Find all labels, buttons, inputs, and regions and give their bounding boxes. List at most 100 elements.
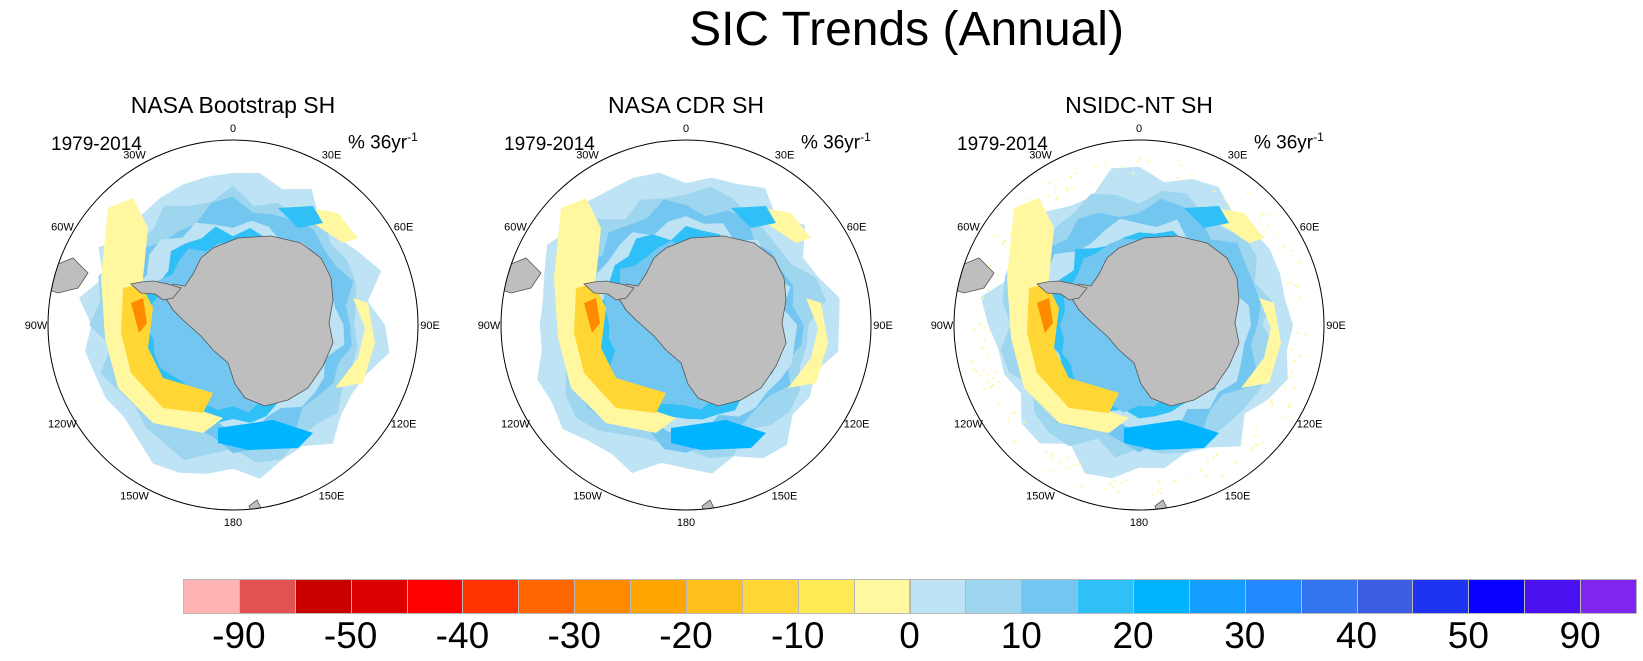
trend-speckle <box>1262 235 1265 238</box>
trend-speckle <box>1066 456 1068 459</box>
longitude-label: 90E <box>420 320 440 332</box>
colorbar-tick-label: 20 <box>1112 615 1154 656</box>
longitude-label: 30W <box>1029 149 1052 161</box>
trend-speckle <box>1158 480 1161 483</box>
trend-speckle <box>1250 447 1253 449</box>
trend-speckle <box>983 326 986 329</box>
trend-contour-positive <box>788 298 828 388</box>
trend-speckle <box>1246 191 1249 194</box>
trend-speckle <box>982 369 985 371</box>
trend-speckle <box>989 265 992 268</box>
trend-speckle <box>1073 172 1076 175</box>
panel-title: NASA Bootstrap SH <box>130 92 336 118</box>
colorbar-tick-label: -20 <box>659 615 713 656</box>
colorbar-box <box>741 579 799 614</box>
trend-speckle <box>1136 160 1139 163</box>
colorbar-tick-label: 10 <box>1000 615 1042 656</box>
trend-speckle <box>988 381 990 384</box>
colorbar-tick-label: -90 <box>212 615 266 656</box>
trend-speckle <box>1284 416 1287 419</box>
trend-speckle <box>1223 197 1226 200</box>
trend-speckle <box>1266 224 1269 227</box>
trend-speckle <box>1293 386 1296 389</box>
trend-speckle <box>1296 331 1299 334</box>
trend-speckle <box>1284 386 1287 389</box>
trend-speckle <box>1012 229 1015 232</box>
trend-contour-positive <box>1007 198 1129 433</box>
trend-speckle <box>1050 457 1053 460</box>
polar-map: 0 30E 60E 90E 120E 150E 180 150W 120W 90W 60W 30W <box>25 123 440 529</box>
trend-speckle <box>1255 428 1258 431</box>
colorbar-box <box>1412 579 1470 614</box>
trend-speckle <box>1047 195 1050 198</box>
longitude-label: 150W <box>1026 491 1055 503</box>
trend-speckle <box>1249 448 1252 451</box>
longitude-label: 150E <box>772 491 798 503</box>
trend-speckle <box>1070 187 1073 190</box>
trend-speckle <box>1013 411 1016 414</box>
south-america-landmass <box>501 257 542 294</box>
colorbar-box <box>909 579 967 614</box>
longitude-label: 30W <box>123 149 146 161</box>
trend-speckle <box>973 369 976 372</box>
trend-speckle <box>981 346 984 349</box>
trend-speckle <box>1068 466 1071 469</box>
trend-speckle <box>1234 462 1237 465</box>
trend-speckle <box>1173 479 1176 482</box>
panel-period: 1979-2014 <box>51 134 142 155</box>
trend-speckle <box>1109 483 1112 485</box>
colorbar-tick-label: 90 <box>1559 615 1601 656</box>
trend-speckle <box>1010 412 1013 415</box>
colorbar-box <box>1524 579 1582 614</box>
polar-map: 0 30E 60E 90E 120E 150E 180 150W 120W 90W 60W 30W <box>931 123 1346 529</box>
trend-speckle <box>1045 451 1047 454</box>
trend-speckle <box>1022 421 1025 423</box>
trend-speckle <box>1159 487 1162 490</box>
colorbar-box <box>1356 579 1414 614</box>
trend-contour-negative <box>1124 420 1219 450</box>
longitude-label: 150E <box>319 491 345 503</box>
colorbar-box <box>406 579 464 614</box>
trend-speckle <box>1271 404 1274 407</box>
map-boundary <box>953 139 1325 511</box>
map-panel-cdr: NASA CDR SH 1979-2014 % 36yr-1 0 30E 60E 90… <box>466 88 906 538</box>
trend-speckle <box>1030 218 1033 221</box>
colorbar-tick-label: -10 <box>770 615 825 656</box>
trend-speckle <box>1121 481 1124 484</box>
trend-contour-positive <box>101 198 223 433</box>
trend-speckle <box>1113 480 1116 483</box>
trend-speckle <box>1282 246 1285 249</box>
trend-contour-positive <box>1241 298 1281 388</box>
antarctic-peninsula <box>130 280 182 301</box>
trend-speckle <box>1190 174 1193 177</box>
colorbar-box <box>1021 579 1079 614</box>
colorbar-box <box>574 579 632 614</box>
trend-speckle <box>1049 470 1052 473</box>
trend-speckle <box>992 383 994 386</box>
trend-speckle <box>993 234 996 237</box>
colorbar-box <box>630 579 687 614</box>
trend-speckle <box>1072 463 1075 466</box>
trend-speckle <box>1240 441 1243 444</box>
trend-speckle <box>1271 403 1274 406</box>
trend-speckle <box>1156 490 1159 493</box>
trend-speckle <box>1094 165 1097 168</box>
trend-speckle <box>1121 495 1124 498</box>
trend-speckle <box>1105 164 1108 167</box>
longitude-label: 30E <box>322 149 342 161</box>
trend-speckle <box>1148 160 1151 163</box>
trend-speckle <box>1065 187 1068 190</box>
trend-speckle <box>976 370 979 373</box>
trend-speckle <box>988 330 990 333</box>
trend-speckle <box>1299 355 1302 358</box>
trend-speckle <box>1027 198 1030 201</box>
longitude-label: 60E <box>847 222 867 234</box>
trend-speckle <box>1254 444 1257 446</box>
trend-speckle <box>977 334 979 337</box>
trend-speckle <box>1132 172 1135 175</box>
trend-speckle <box>1188 478 1191 481</box>
trend-speckle <box>1213 190 1216 193</box>
trend-speckle <box>1270 400 1273 403</box>
trend-contour-positive <box>335 298 375 388</box>
panel-units: % 36yr-1 <box>801 130 871 154</box>
